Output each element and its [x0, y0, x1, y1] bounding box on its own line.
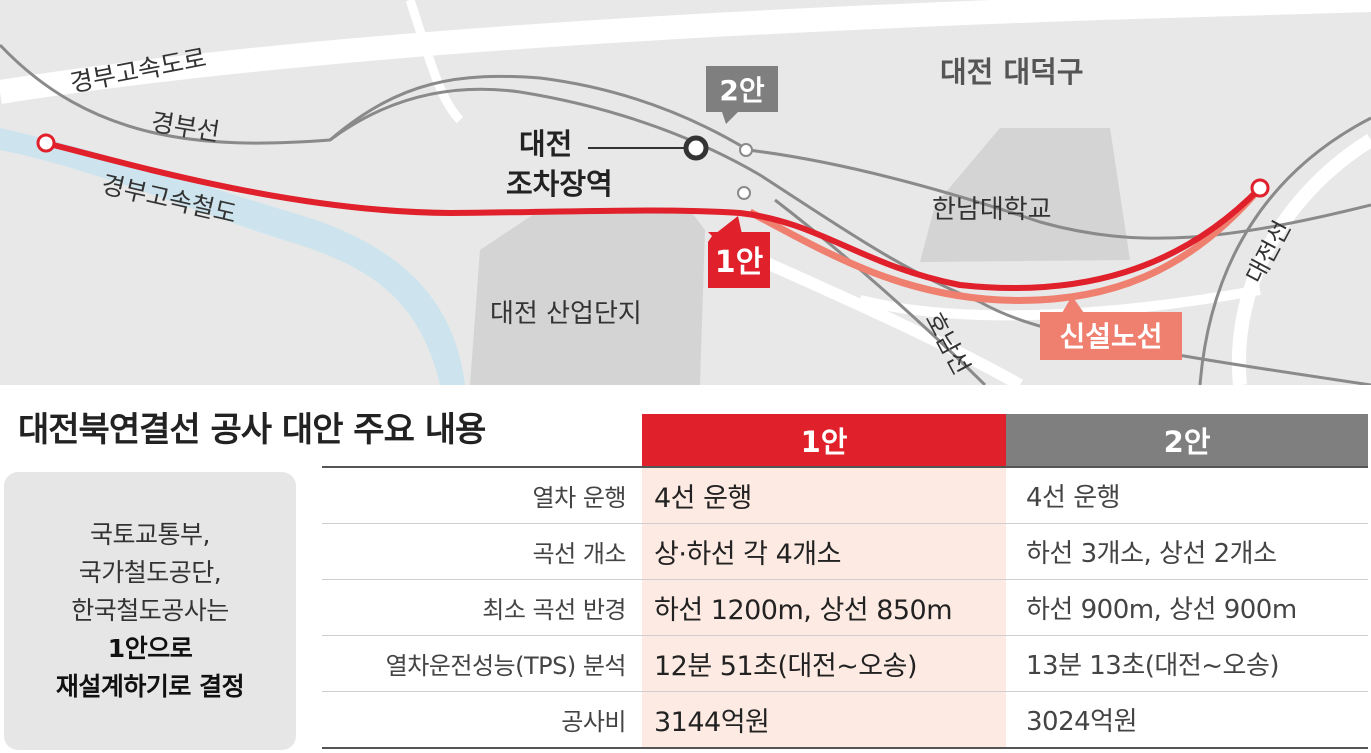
row-label: 최소 곡선 반경: [322, 579, 642, 636]
new-line-tag-box: [1040, 312, 1182, 360]
option1-cell: 3144억원: [642, 691, 1006, 749]
table-row: 공사비 3144억원 3024억원: [322, 691, 1368, 749]
option2-cell: 하선 900m, 상선 900m: [1006, 579, 1368, 636]
expressway: [0, 0, 1371, 104]
option1-cell: 하선 1200m, 상선 850m: [642, 579, 1006, 636]
note-line-2: 국가철도공단,: [78, 558, 222, 587]
note-line-4: 1안으로: [107, 634, 193, 663]
note-line-5: 재설계하기로 결정: [55, 672, 245, 701]
row-label: 공사비: [322, 691, 642, 749]
table-row: 최소 곡선 반경 하선 1200m, 상선 850m 하선 900m, 상선 9…: [322, 579, 1368, 636]
table-header-row: 1안 2안: [322, 414, 1368, 467]
label-industrial-complex: 대전 산업단지: [490, 299, 642, 329]
summary-title: 대전북연결선 공사 대안 주요 내용: [18, 410, 486, 450]
option1-cell: 상·하선 각 4개소: [642, 523, 1006, 580]
option1-tag-label: 1안: [715, 245, 764, 280]
option1-cell: 4선 운행: [642, 466, 1006, 524]
header-option1: 1안: [642, 414, 1006, 467]
note-line-1: 국토교통부,: [90, 520, 210, 549]
gyeongbu-line: [0, 43, 1371, 385]
new-line-tag-pointer: [1062, 296, 1084, 313]
option2-tag-label: 2안: [719, 74, 764, 107]
option2-cell: 13분 13초(대전~오송): [1006, 635, 1368, 692]
option1-tag-box: [708, 232, 770, 288]
label-yard-station-line1: 대전: [519, 127, 572, 161]
header-option2: 2안: [1006, 414, 1368, 467]
honam-line: [774, 198, 987, 385]
note-line-3: 한국철도공사는: [71, 596, 229, 625]
label-yard-station-line2: 조차장역: [506, 167, 613, 201]
rail-lines: [0, 43, 1371, 385]
option2-tag-box: [706, 66, 778, 124]
option2-cell: 하선 3개소, 상선 2개소: [1006, 523, 1368, 580]
route-start-marker: [36, 133, 56, 153]
river: [0, 128, 465, 385]
new-line-tag-label: 신설노선: [1059, 320, 1162, 353]
route-end-marker: [1250, 178, 1270, 198]
header-blank: [322, 414, 642, 467]
label-hannam-university: 한남대학교: [932, 195, 1052, 225]
option2-point: [739, 143, 753, 157]
daejeon-line: [1198, 116, 1371, 385]
table-row: 곡선 개소 상·하선 각 4개소 하선 3개소, 상선 2개소: [322, 523, 1368, 580]
option2-cell: 3024억원: [1006, 691, 1368, 749]
option1-cell: 12분 51초(대전~오송): [642, 635, 1006, 692]
row-label: 열차운전성능(TPS) 분석: [322, 635, 642, 692]
option2-track: [329, 74, 1371, 240]
new-line-route: [748, 185, 1263, 304]
table-row: 열차 운행 4선 운행 4선 운행: [322, 466, 1368, 524]
road-north: [405, 0, 464, 124]
decision-note: 국토교통부, 국가철도공단, 한국철도공사는 1안으로 재설계하기로 결정: [4, 472, 296, 750]
option1-tag-pointer: [715, 216, 742, 234]
comparison-table: 1안 2안 열차 운행 4선 운행 4선 운행 곡선 개소 상·하선 각 4개소…: [322, 414, 1368, 749]
road-south: [757, 254, 1023, 385]
station-marker: [683, 135, 709, 161]
hannam-university-area: [920, 128, 1130, 262]
row-label: 곡선 개소: [322, 523, 642, 580]
label-daedeok-gu: 대전 대덕구: [940, 55, 1084, 89]
industrial-complex-area: [470, 210, 705, 385]
route-map: 2안 1안 신설노선 경부고속도로 경부선 경부고속철도 대전 대덕구 한남대학…: [0, 0, 1371, 385]
road-east: [1231, 134, 1371, 385]
option1-point: [737, 186, 751, 200]
option1-route: [45, 140, 1263, 292]
option2-cell: 4선 운행: [1006, 466, 1368, 524]
row-label: 열차 운행: [322, 466, 642, 524]
table-row: 열차운전성능(TPS) 분석 12분 51초(대전~오송) 13분 13초(대전…: [322, 635, 1368, 692]
